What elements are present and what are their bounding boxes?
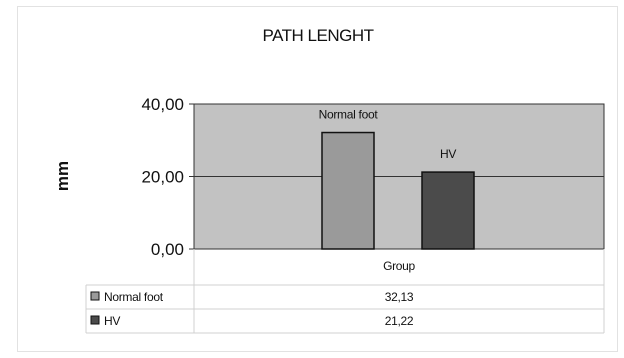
y-tick-label: 20,00 <box>141 168 184 187</box>
bar-label: Normal foot <box>319 108 379 122</box>
chart-title: PATH LENGHT <box>263 26 374 45</box>
legend-entry: HV <box>104 314 120 328</box>
y-tick-label: 0,00 <box>151 240 184 259</box>
y-axis-label: mm <box>53 161 72 191</box>
bars <box>321 131 475 250</box>
data-table: Normal foot 32,13 HV 21,22 <box>90 290 414 328</box>
y-tick-label: 40,00 <box>141 95 184 114</box>
legend-swatch <box>90 315 100 325</box>
table-value: 32,13 <box>385 290 414 304</box>
bar-hv <box>421 171 475 250</box>
bar-label: HV <box>440 147 456 161</box>
table-value: 21,22 <box>385 314 414 328</box>
legend-entry: Normal foot <box>104 290 164 304</box>
y-axis-ticks: 0,00 20,00 40,00 <box>141 95 184 259</box>
bar-normal-foot <box>321 131 375 250</box>
table-category-header: Group <box>383 259 415 273</box>
chart-frame <box>17 6 618 352</box>
legend-swatch <box>90 291 100 301</box>
bar-labels: Normal foot HV <box>319 108 457 162</box>
gridlines <box>189 103 604 250</box>
